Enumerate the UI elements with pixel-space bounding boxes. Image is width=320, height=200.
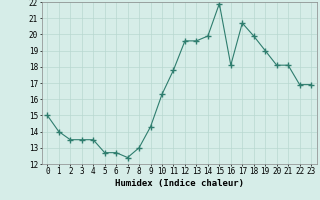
X-axis label: Humidex (Indice chaleur): Humidex (Indice chaleur) — [115, 179, 244, 188]
